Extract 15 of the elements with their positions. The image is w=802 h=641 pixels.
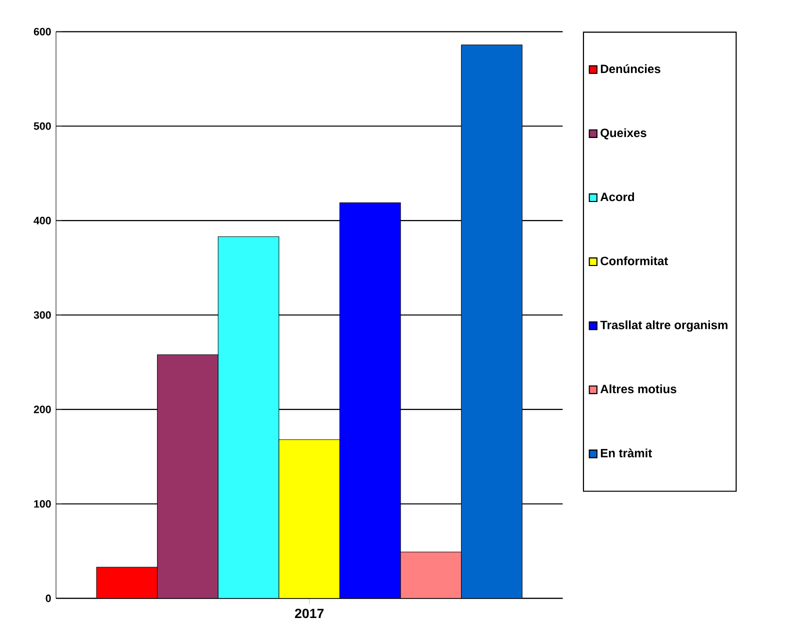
x-tick-label: 2017: [294, 608, 324, 618]
legend-label: Acord: [600, 192, 634, 202]
y-tick-label: 400: [34, 216, 51, 224]
legend-label: Queixes: [600, 128, 646, 140]
legend-label: Altres motius: [600, 384, 676, 394]
legend-label: Denúncies: [600, 64, 660, 74]
y-tick-label: 200: [34, 406, 51, 414]
y-tick-label: 100: [34, 500, 51, 508]
y-tick-label: 600: [34, 28, 51, 36]
y-tick-label: 500: [34, 122, 51, 130]
legend-label: Trasllat altre organism: [600, 320, 728, 332]
y-tick-label: 300: [34, 311, 51, 319]
legend-label: Conformitat: [600, 256, 668, 266]
legend-label: En tràmit: [600, 448, 652, 458]
y-tick-label: 0: [46, 594, 51, 602]
